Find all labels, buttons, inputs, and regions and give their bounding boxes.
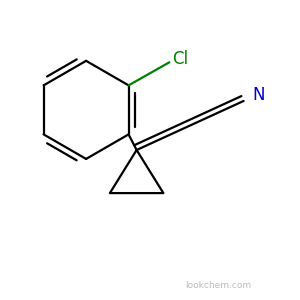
- Text: Cl: Cl: [172, 50, 188, 68]
- Text: N: N: [253, 86, 265, 104]
- Text: lookchem.com: lookchem.com: [185, 281, 251, 290]
